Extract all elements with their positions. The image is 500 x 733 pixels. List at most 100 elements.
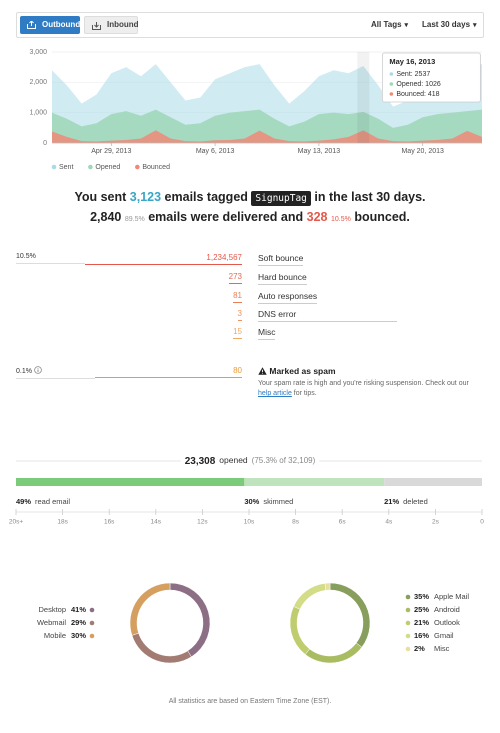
tooltip-box <box>381 52 481 103</box>
tooltip-line: Bounced: 418 <box>396 91 439 98</box>
x-tick-label: May 13, 2013 <box>298 148 341 155</box>
segment-name: skimmed <box>263 497 293 506</box>
tooltip-title: May 16, 2013 <box>389 57 435 66</box>
time-tick-label: 20s+ <box>9 519 23 526</box>
legend-dot <box>88 164 93 170</box>
bar-segment <box>244 478 385 486</box>
hover-band <box>357 52 370 143</box>
bounce-label: Soft bounce <box>258 253 304 266</box>
legend-dot <box>51 164 57 170</box>
summary-line: 2,840 89.5% emails were delivered and 32… <box>0 210 500 224</box>
legend-value: 25% <box>414 605 429 614</box>
bounce-value: 81 <box>233 291 242 303</box>
donut-segment <box>329 582 371 648</box>
time-tick-label: 0 <box>480 519 484 526</box>
bar-segment <box>384 478 482 486</box>
bounce-label: Hard bounce <box>258 272 307 285</box>
donut-segment <box>169 582 211 658</box>
bounce-value: 273 <box>228 272 242 284</box>
tooltip: May 16, 2013 Sent: 2537 Opened: 1026 Bounce… <box>381 52 481 103</box>
tag-filter[interactable]: All Tags <box>371 13 408 37</box>
date-filter[interactable]: Last 30 days <box>422 13 477 37</box>
text: emails tagged <box>164 190 248 204</box>
time-tick-label: 12s <box>197 519 208 526</box>
bounce-rate: 10.5% <box>16 253 85 264</box>
legend-dot <box>405 607 411 613</box>
time-tick-label: 8s <box>292 519 300 526</box>
heading: Marked as spam <box>269 366 336 376</box>
text: emails were delivered and <box>148 210 304 224</box>
tooltip-line: Sent: 2537 <box>396 71 430 78</box>
opened-label: opened <box>219 455 248 465</box>
legend-label: Android <box>434 605 460 614</box>
delivered-rate: 89.5% <box>124 216 145 223</box>
text: for tips. <box>291 390 317 397</box>
tooltip-dot <box>389 82 394 86</box>
spam-heading: Marked as spam <box>258 366 336 376</box>
legend-label: Webmail <box>37 618 66 627</box>
spam-value: 80 <box>95 366 242 378</box>
bounced-count: 328 <box>306 210 328 224</box>
bounce-value: 1,234,567 <box>85 253 242 265</box>
text: You sent <box>74 190 127 204</box>
legend-label: Opened <box>95 164 120 171</box>
legend-label: Desktop <box>38 605 66 614</box>
tab-inbound[interactable]: Inbound <box>84 16 139 34</box>
legend-value: 2% <box>414 644 425 653</box>
segment-name: read email <box>35 497 70 506</box>
y-tick-label: 3,000 <box>29 49 47 56</box>
x-tick-label: May 20, 2013 <box>401 148 444 155</box>
time-tick-label: 4s <box>385 519 393 526</box>
legend-dot <box>135 164 140 170</box>
tooltip-line: Opened: 1026 <box>396 81 440 88</box>
legend-dot <box>89 607 95 613</box>
legend-dot <box>89 633 95 639</box>
time-tick-label: 10s <box>244 519 255 526</box>
area <box>52 130 482 143</box>
time-tick-label: 6s <box>339 519 347 526</box>
y-tick-label: 2,000 <box>29 79 47 86</box>
toolbar: Outbound Inbound All Tags Last 30 days <box>16 12 484 38</box>
legend-value: 41% <box>71 605 86 614</box>
legend-dot <box>89 620 95 626</box>
bounce-value: 3 <box>237 309 242 321</box>
legend-label: Apple Mail <box>434 592 469 601</box>
bar-segment <box>16 478 245 486</box>
x-tick-label: May 6, 2013 <box>196 148 235 155</box>
x-tick-label: Apr 29, 2013 <box>91 148 131 155</box>
segment-label: 49% read email <box>16 497 70 506</box>
help-link[interactable]: help article <box>258 390 292 397</box>
text: in the last 30 days. <box>314 190 426 204</box>
time-tick-label: 14s <box>151 519 162 526</box>
donut-segment <box>324 582 331 591</box>
legend-value: 16% <box>414 631 429 640</box>
bounced-rate: 10.5% <box>330 216 351 223</box>
y-tick-label: 1,000 <box>29 110 47 117</box>
segment-value: 30% <box>244 497 259 506</box>
icon <box>27 21 36 29</box>
segment-label: 30% skimmed <box>244 497 293 506</box>
tooltip-dot <box>389 92 394 96</box>
rate: 0.1% <box>16 368 32 375</box>
spam-rate: 0.1% <box>16 366 95 379</box>
info-icon[interactable] <box>34 366 42 374</box>
icon <box>92 22 101 30</box>
donut-segment <box>131 632 192 664</box>
text: Your spam rate is high and you're riskin… <box>258 380 469 387</box>
legend-dot <box>405 646 411 652</box>
bounce-value: 15 <box>233 327 242 339</box>
donut-segment <box>129 582 171 636</box>
legend-label: Gmail <box>434 631 454 640</box>
segment-name: deleted <box>403 497 428 506</box>
tab-outbound[interactable]: Outbound <box>20 16 80 34</box>
footer: All statistics are based on Eastern Time… <box>168 698 332 705</box>
legend-label: Bounced <box>142 164 170 171</box>
warning-icon <box>258 367 267 375</box>
legend-label: Outlook <box>434 618 460 627</box>
donut-segment <box>304 642 363 664</box>
y-tick-label: 0 <box>43 140 47 147</box>
donut-segment <box>293 583 327 610</box>
summary-line: You sent 3,123 emails tagged SignupTag i… <box>0 190 500 206</box>
